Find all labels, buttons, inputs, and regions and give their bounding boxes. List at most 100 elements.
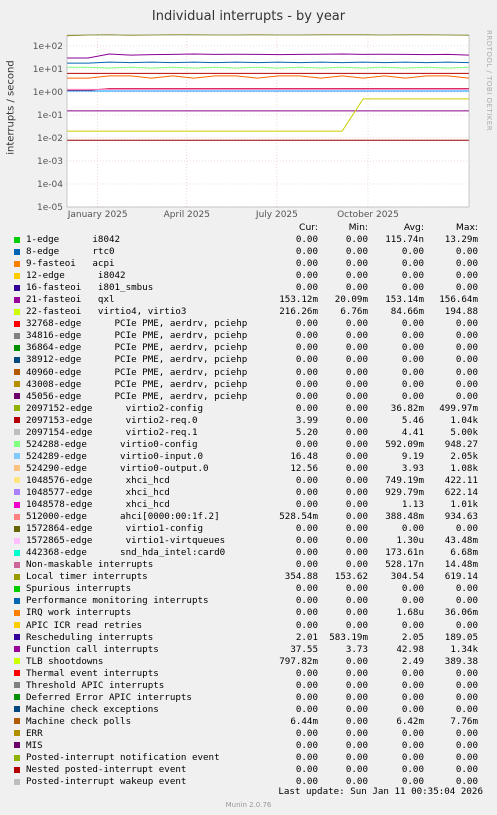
legend-label: TLB shootdowns [26,655,104,667]
legend-label: Nested posted-interrupt event [26,764,187,776]
legend-row: Local timer interrupts 354.88 153.62 304.54… [12,571,492,583]
legend-max: 194.88 [444,306,478,318]
legend-max: 0.00 [455,752,478,764]
legend-row: MIS 0.00 0.00 0.00 0.00 [12,740,492,752]
legend-min: 20.09m [334,294,368,306]
legend-min: 0.00 [345,450,368,462]
legend-row: 12-edge i8042 0.00 0.00 0.00 0.00 [12,270,492,282]
legend-cur: 0.00 [295,282,318,294]
legend-label: 2097153-edge virtio2-req.0 [26,414,198,426]
legend-row: 32768-edge PCIe PME, aerdrv, pciehp 0.00 0… [12,318,492,330]
legend-swatch [14,549,20,556]
legend-swatch [14,405,20,412]
legend-min: 0.00 [345,258,368,270]
legend-label: Machine check exceptions [26,703,159,715]
legend-min: 0.00 [345,390,368,402]
legend-max: 0.00 [455,318,478,330]
legend-cur: 0.00 [295,342,318,354]
legend-max: 36.06m [444,607,478,619]
legend-swatch [14,537,20,544]
legend-swatch [14,634,20,641]
series-line [67,88,469,91]
legend-avg: 5.46 [401,414,424,426]
legend-swatch [14,742,20,749]
legend-header: Cur: Min: Avg: Max: [12,222,492,234]
legend-row: 2097153-edge virtio2-req.0 3.99 0.00 5.46 1.… [12,415,492,427]
legend-label: 16-fasteoi i801_smbus [26,282,154,294]
legend-cur: 0.00 [295,547,318,559]
legend-max: 13.29m [444,234,478,245]
legend-swatch [14,381,20,388]
legend-label: 524288-edge virtio0-config [26,438,198,450]
last-update: Last update: Sun Jan 11 00:35:04 2026 [278,786,483,797]
legend-min: 0.00 [345,246,368,258]
legend-min: 0.00 [345,402,368,414]
legend-min: 0.00 [345,667,368,679]
legend-avg: 0.00 [401,679,424,691]
legend-min: 0.00 [345,426,368,438]
legend-cur: 0.00 [295,739,318,751]
legend-avg: 0.00 [401,390,424,402]
legend-max: 0.00 [455,679,478,691]
legend-cur: 0.00 [295,764,318,776]
legend-row: 22-fasteoi virtio4, virtio3 216.26m 6.76m 8… [12,306,492,318]
legend-min: 0.00 [345,270,368,282]
x-tick-label: October 2025 [337,210,399,220]
legend-row: Posted-interrupt wakeup event 0.00 0.00 0.0… [12,776,492,788]
legend-cur: 0.00 [295,402,318,414]
legend-swatch [14,441,20,448]
legend-label: 1-edge i8042 [26,234,121,245]
y-tick-label: 1e-03 [37,157,63,167]
series-line [67,53,470,59]
legend-avg: 84.66m [390,306,424,318]
legend-min: 0.00 [345,764,368,776]
legend-avg: 42.98 [396,643,424,655]
legend-avg: 929.79m [385,486,424,498]
legend-avg: 3.93 [401,462,424,474]
legend-label: Posted-interrupt notification event [26,752,220,764]
legend-cur: 0.00 [295,523,318,535]
legend-swatch [14,682,20,689]
legend-avg: 0.00 [401,583,424,595]
munin-version: Munin 2.0.76 [225,801,272,809]
legend-avg: 0.00 [401,595,424,607]
legend-avg: 173.61n [385,547,424,559]
rrdtool-watermark: RRDTOOL / TOBI OETIKER [485,30,493,132]
legend-cur: 37.55 [290,643,318,655]
legend-min: 0.00 [345,752,368,764]
legend-swatch [14,561,20,568]
legend-avg: 0.00 [401,523,424,535]
legend-cur: 16.48 [290,450,318,462]
legend-cur: 0.00 [295,607,318,619]
legend-cur: 0.00 [295,559,318,571]
legend-row: 2097152-edge virtio2-config 0.00 0.00 36.82… [12,403,492,415]
legend-row: TLB shootdowns 797.82m 0.00 2.49 389.38 [12,656,492,668]
legend-avg: 0.00 [401,691,424,703]
legend-avg: 0.00 [401,282,424,294]
legend-row: Spurious interrupts 0.00 0.00 0.00 0.00 [12,583,492,595]
legend-swatch [14,513,20,520]
legend-avg: 1.13 [401,499,424,511]
legend-min: 0.00 [345,330,368,342]
legend-min: 0.00 [345,583,368,595]
legend-max: 0.00 [455,764,478,776]
legend-avg: 0.00 [401,667,424,679]
legend-max: 0.00 [455,691,478,703]
legend-row: 1572864-edge virtio1-config 0.00 0.00 0.00 0… [12,523,492,535]
legend-swatch [14,694,20,701]
legend-max: 622.14 [444,486,478,498]
legend-max: 1.08k [450,462,478,474]
legend-max: 0.00 [455,378,478,390]
legend-swatch [14,477,20,484]
legend-min: 0.00 [345,486,368,498]
legend-row: 524288-edge virtio0-config 0.00 0.00 592.09… [12,439,492,451]
legend-swatch [14,320,20,327]
legend-swatch [14,766,20,773]
legend-max: 7.76m [450,715,478,727]
y-tick-labels: 1e+02 1e+01 1e+00 1e-01 1e-02 1e-03 1e-04 1e-05 [33,42,64,213]
legend-swatch [14,356,20,363]
legend-cur: 0.00 [295,234,318,245]
legend-row: 1048577-edge xhci_hcd 0.00 0.00 929.79m 622.… [12,487,492,499]
legend-row: Nested posted-interrupt event 0.00 0.00 0.0… [12,764,492,776]
legend-min: 0.00 [345,378,368,390]
